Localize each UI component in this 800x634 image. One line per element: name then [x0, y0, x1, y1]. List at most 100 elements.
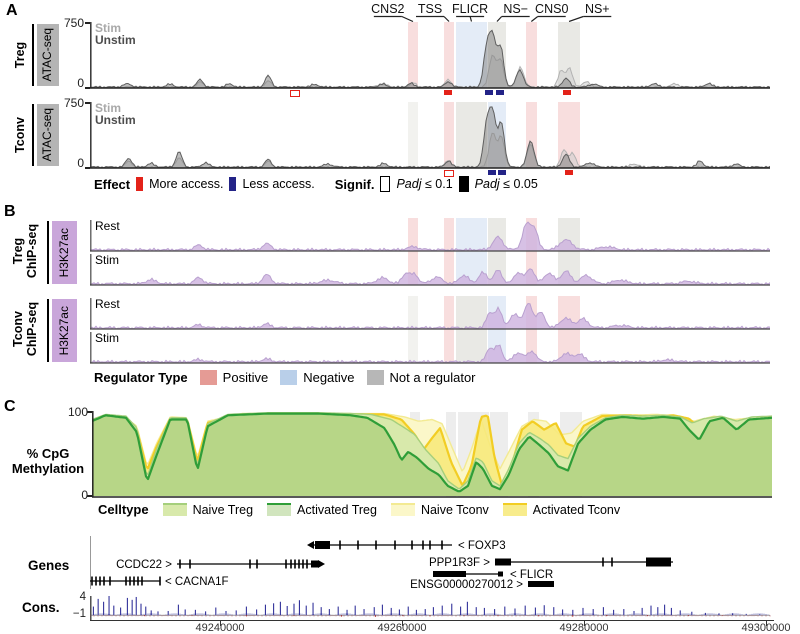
meth-area-activated-treg	[92, 413, 772, 496]
gene-arrow-FOXP3	[307, 541, 314, 549]
tconv-marker-navy-filled	[498, 170, 506, 175]
cons-y-min: −1	[72, 608, 86, 620]
celltype-label: Naive Tconv	[420, 502, 489, 517]
divider	[47, 299, 49, 362]
region-label-NS+: NS+	[585, 2, 610, 16]
signif-label: Padj ≤ 0.05	[475, 177, 538, 191]
celltype-label: Naive Treg	[192, 502, 254, 517]
treg-marker-red-open	[290, 90, 300, 97]
gene-label-FLICR: < FLICR	[510, 569, 553, 581]
gene-exon-box-FLICR	[498, 571, 503, 577]
axis-tick	[87, 495, 92, 497]
axis-tick	[85, 22, 90, 24]
treg-marker-navy-filled	[496, 90, 504, 95]
treg-group-label: Treg	[13, 41, 27, 69]
gene-label-CACNA1F: < CACNA1F	[165, 576, 229, 588]
regulator-legend-title: Regulator Type	[94, 370, 188, 385]
stim-label: Stim	[95, 331, 119, 345]
celltype-swatch	[162, 503, 187, 516]
region-band-CNS2	[408, 102, 418, 168]
stim-label: Stim	[95, 21, 122, 35]
tconv-chip-group-label: Tconv ChIP-seq	[11, 301, 39, 357]
region-header: CNS2 TSS FLICR NS− CNS0 NS+	[371, 2, 612, 22]
rest-label: Rest	[95, 297, 120, 311]
x-axis-tick	[766, 620, 768, 626]
region-connector	[568, 15, 584, 22]
tconv-chip-stim-track	[90, 332, 770, 364]
y-min-label: 0	[77, 76, 84, 90]
unstim-line	[90, 29, 770, 89]
regulator-label: Negative	[303, 370, 355, 385]
h3k27ac-area	[90, 345, 770, 363]
panel-c-label: C	[4, 398, 16, 415]
gene-label-CCDC22: CCDC22 >	[116, 559, 172, 571]
y-max-label: 750	[63, 96, 84, 110]
effect-label: Less access.	[242, 177, 315, 191]
tconv-atac-track	[90, 102, 770, 169]
region-label-CNS2: CNS2	[371, 2, 404, 16]
h3k27ac-area	[90, 268, 770, 285]
treg-marker-red-filled	[444, 90, 452, 95]
tconv-marker-red-filled	[565, 170, 573, 175]
treg-chip-group-label: Treg ChIP-seq	[11, 223, 39, 279]
regulator-swatch	[366, 370, 384, 385]
padj-italic: Padj	[474, 177, 500, 191]
x-axis-tick-label: 49260000	[377, 622, 427, 634]
gene-exon-box-ENSG00000270012	[528, 581, 554, 587]
region-band-TSS	[444, 22, 454, 88]
effect-legend: Effect More access. Less access. Signif. Pad…	[94, 176, 538, 192]
gene-label-PPP1R3F: PPP1R3F >	[429, 557, 490, 569]
region-label-NS−: NS−	[503, 2, 528, 16]
celltype-label: Activated Tconv	[532, 502, 621, 517]
x-axis-tick	[220, 620, 222, 626]
treg-marker-navy-filled	[485, 90, 493, 95]
treg-marker-red-filled	[563, 90, 571, 95]
h3k27ac-line	[90, 268, 770, 286]
gene-label-FOXP3: < FOXP3	[458, 540, 506, 552]
h3k27ac-line	[90, 221, 770, 252]
effect-legend-title: Effect	[94, 176, 131, 192]
divider	[32, 104, 34, 166]
region-label-TSS: TSS	[418, 2, 442, 16]
h3k27ac-box: H3K27ac	[52, 221, 77, 284]
region-connector	[496, 16, 503, 22]
gene-exon-box-PPP1R3F	[495, 558, 511, 566]
unstim-label: Unstim	[95, 113, 136, 127]
effect-swatch	[136, 177, 144, 191]
cons-y-max: 4	[79, 591, 86, 603]
region-band-CNS2	[408, 22, 418, 88]
stim-label: Stim	[95, 253, 119, 267]
celltype-legend: Celltype Naive Treg Activated Treg Naive Tc…	[98, 502, 620, 517]
signif-legend-title: Signif.	[334, 176, 375, 192]
x-axis-tick-label: 49300000	[741, 622, 791, 634]
meth-area-naive-treg	[92, 412, 772, 496]
axis-tick	[87, 411, 92, 413]
treg-chip-rest-track	[90, 220, 770, 252]
signif-swatch	[380, 176, 391, 192]
stim-label: Stim	[95, 101, 122, 115]
gene-label-ENSG00000270012: ENSG00000270012 >	[410, 579, 523, 591]
genes-track: < FOXP3 CCDC22 > PPP1R3F > < FLICR < CACNA1F…	[90, 536, 673, 591]
regulator-type-legend: Regulator Type Positive Negative Not a regu…	[94, 370, 476, 385]
region-connector	[469, 16, 473, 22]
rest-label: Rest	[95, 219, 120, 233]
atac-assay-box: ATAC-seq	[37, 104, 59, 166]
region-connector	[530, 16, 539, 22]
h3k27ac-area	[90, 222, 770, 251]
meth-y-max: 100	[67, 405, 88, 419]
meth-line-activated-treg	[92, 412, 772, 493]
x-axis-tick-label: 49240000	[195, 622, 245, 634]
x-axis-tick	[402, 620, 404, 626]
region-label-CNS0: CNS0	[535, 2, 568, 16]
gene-exon-box-FOXP3	[315, 541, 330, 549]
h3k27ac-box: H3K27ac	[52, 299, 77, 362]
tconv-group-label: Tconv	[13, 117, 28, 153]
unstim-label: Unstim	[95, 33, 136, 47]
axis-tick	[85, 102, 90, 104]
celltype-label: Activated Treg	[297, 502, 377, 517]
regulator-label: Not a regulator	[389, 370, 476, 385]
stim-line	[90, 54, 770, 89]
region-band-CNS0	[525, 22, 537, 88]
conservation-track	[90, 596, 771, 620]
